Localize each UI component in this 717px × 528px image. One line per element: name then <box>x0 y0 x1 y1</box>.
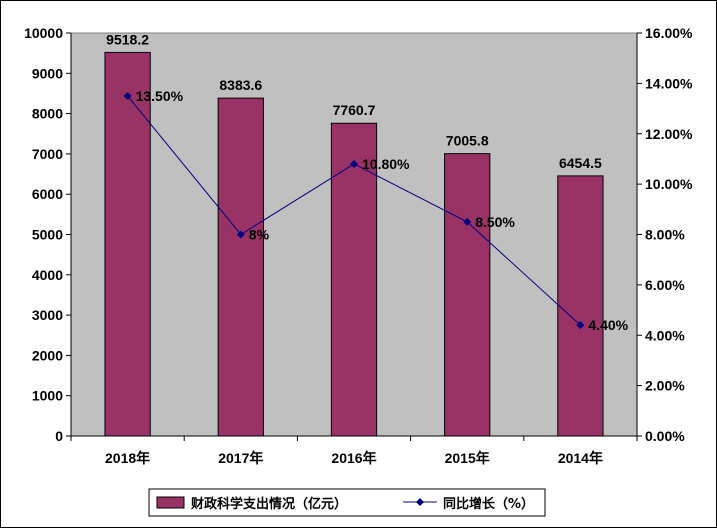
legend-line-label: 同比增长（%） <box>443 496 534 512</box>
bar-2 <box>330 122 378 437</box>
line-data-label-3: 8.50% <box>475 214 515 230</box>
right-tick-label-8: 16.00% <box>645 25 693 41</box>
line-point-0 <box>123 91 132 100</box>
bar-data-label-4: 6454.5 <box>559 155 602 171</box>
right-tick-label-4: 8.00% <box>645 227 685 243</box>
right-tick-label-0: 0.00% <box>645 428 685 444</box>
right-tick-label-7: 14.00% <box>645 75 693 91</box>
right-tick-label-1: 2.00% <box>645 378 685 394</box>
x-tick-label-0: 2018年 <box>105 450 150 466</box>
bar-data-label-3: 7005.8 <box>446 133 489 149</box>
left-tick-label-10: 10000 <box>24 25 63 41</box>
left-tick-label-2: 2000 <box>32 347 63 363</box>
legend-bar-label: 财政科学支出情况（亿元） <box>191 496 347 512</box>
line-point-1 <box>236 230 245 239</box>
right-tick-label-5: 10.00% <box>645 176 693 192</box>
bar-1 <box>217 97 264 437</box>
left-tick-label-0: 0 <box>55 428 63 444</box>
left-tick-label-8: 8000 <box>32 106 63 122</box>
line-point-4 <box>576 321 585 330</box>
right-tick-label-2: 4.00% <box>645 327 685 343</box>
bar-data-label-2: 7760.7 <box>333 102 376 118</box>
line-data-label-1: 8% <box>249 227 270 243</box>
right-tick-label-3: 6.00% <box>645 277 685 293</box>
legend-line-marker <box>416 498 424 506</box>
left-tick-label-7: 7000 <box>32 146 63 162</box>
bar-4 <box>557 175 604 437</box>
line-data-label-2: 10.80% <box>362 156 410 172</box>
bar-data-label-0: 9518.2 <box>106 31 149 47</box>
line-point-3 <box>463 217 472 226</box>
line-point-2 <box>350 159 358 168</box>
bar-3 <box>444 153 491 437</box>
left-tick-label-3: 3000 <box>32 307 63 323</box>
x-tick-label-4: 2014年 <box>558 450 603 466</box>
left-tick-label-5: 5000 <box>32 227 63 243</box>
left-tick-label-4: 4000 <box>32 267 63 283</box>
x-tick-label-1: 2017年 <box>218 450 263 466</box>
left-tick-label-6: 6000 <box>32 186 63 202</box>
x-tick-label-3: 2015年 <box>445 450 490 466</box>
bar-data-label-1: 8383.6 <box>219 77 262 93</box>
right-tick-label-6: 12.00% <box>645 126 693 142</box>
left-tick-label-9: 9000 <box>32 65 63 81</box>
bar-0 <box>104 51 151 437</box>
line-data-label-0: 13.50% <box>136 88 184 104</box>
x-tick-label-2: 2016年 <box>331 450 376 466</box>
line-data-label-4: 4.40% <box>588 317 628 333</box>
legend-box <box>148 488 546 517</box>
left-tick-label-1: 1000 <box>32 388 63 404</box>
legend-bar-swatch <box>156 496 185 509</box>
legend: 财政科学支出情况（亿元） 同比增长（%） <box>148 488 546 517</box>
